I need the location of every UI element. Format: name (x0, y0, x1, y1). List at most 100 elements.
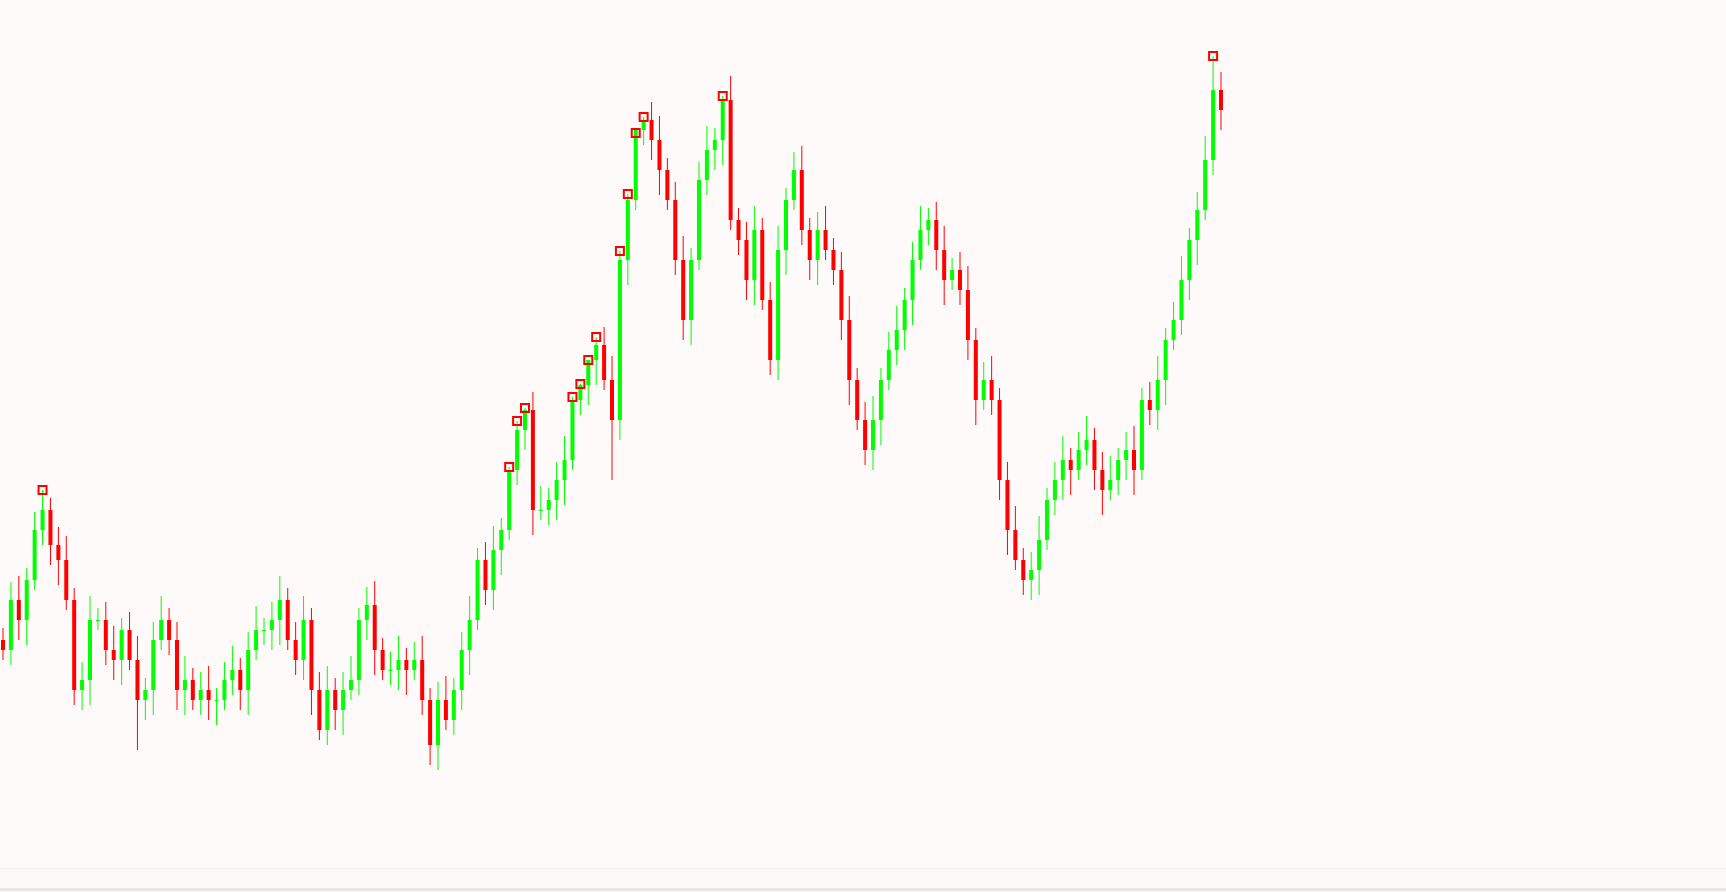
candle-up (1163, 340, 1168, 380)
candle-down (135, 660, 140, 700)
candle-up (1116, 460, 1121, 480)
candle-up (159, 620, 164, 640)
candle-down (16, 600, 21, 620)
candle-up (119, 630, 124, 660)
candle-down (934, 220, 939, 250)
candle-up (230, 670, 235, 680)
candle-up (301, 620, 306, 660)
candle-up (1179, 280, 1184, 320)
candle-up (1195, 210, 1200, 240)
high-marker-square (717, 91, 728, 101)
candle-up (24, 580, 29, 620)
candle-down (64, 560, 69, 600)
candle-up (815, 230, 820, 260)
candle-up (886, 350, 891, 380)
candle-up (277, 600, 282, 620)
candle-up (262, 630, 266, 631)
candle-down (72, 600, 77, 690)
candle-down (1, 640, 5, 650)
candle-up (712, 140, 717, 150)
candle-down (127, 630, 132, 660)
candle-down (760, 230, 765, 300)
candle-up (1171, 320, 1176, 340)
candle-up (269, 620, 274, 630)
candle-up (523, 410, 527, 430)
candle-down (997, 400, 1002, 480)
candle-up (554, 480, 559, 500)
candle-up (388, 670, 393, 671)
high-marker-square (575, 379, 586, 389)
candle-up (878, 380, 883, 420)
candle-down (1013, 530, 1018, 560)
candle-down (855, 380, 860, 420)
high-marker-square (583, 355, 594, 365)
high-marker-square (520, 403, 530, 413)
candle-down (1147, 400, 1152, 410)
candle-down (167, 620, 172, 640)
candle-up (918, 230, 923, 260)
candle-up (625, 200, 630, 260)
candlestick-chart (1, 51, 1223, 770)
candle-up (791, 170, 796, 200)
candle-up (586, 360, 591, 385)
high-marker-square (622, 189, 633, 199)
candle-up (1060, 460, 1065, 480)
candle-up (412, 660, 417, 670)
candle-up (697, 180, 701, 260)
candle-up (459, 650, 464, 690)
candle-up (396, 660, 401, 670)
candle-up (720, 100, 725, 140)
candle-down (317, 690, 322, 730)
candle-down (799, 170, 804, 230)
candle-up (704, 150, 709, 180)
high-marker-square (614, 246, 625, 256)
candle-up (1211, 90, 1216, 160)
candle-up (570, 400, 575, 460)
high-marker-square (591, 332, 602, 342)
candle-up (182, 680, 187, 690)
candle-up (538, 510, 543, 511)
candle-up (364, 605, 369, 620)
candle-down (602, 345, 607, 380)
candle-up (341, 690, 346, 710)
candle-down (657, 140, 662, 170)
candle-down (285, 600, 290, 640)
candle-down (372, 605, 377, 650)
candle-down (989, 380, 994, 400)
candle-down (942, 250, 947, 280)
candle-down (965, 290, 970, 340)
candle-up (1076, 450, 1081, 470)
high-marker-square (630, 128, 641, 138)
candle-up (1187, 240, 1192, 280)
candle-up (894, 330, 899, 350)
candle-down (1005, 480, 1010, 530)
candle-up (1108, 480, 1113, 490)
candle-down (1219, 90, 1223, 110)
candle-down (973, 340, 978, 400)
candle-down (175, 640, 179, 690)
candle-up (356, 620, 361, 680)
candle-up (1124, 450, 1129, 460)
candle-up (8, 600, 13, 650)
candle-up (515, 430, 520, 470)
candle-up (1045, 500, 1049, 540)
candle-down (420, 660, 425, 700)
candle-down (649, 120, 654, 140)
candle-up (254, 630, 259, 650)
high-marker-square (1208, 51, 1219, 61)
candle-up (776, 250, 781, 360)
candle-down (681, 260, 686, 320)
candle-down (768, 300, 773, 360)
candle-down (309, 620, 314, 690)
candle-up (467, 620, 472, 650)
candle-down (48, 510, 53, 545)
candle-down (103, 620, 108, 650)
candle-up (80, 680, 85, 690)
candle-down (404, 660, 409, 670)
candle-down (673, 200, 678, 260)
candle-down (847, 320, 852, 380)
candle-up (926, 220, 931, 230)
candle-down (483, 560, 488, 590)
candle-up (507, 470, 512, 530)
candle-down (744, 240, 749, 280)
